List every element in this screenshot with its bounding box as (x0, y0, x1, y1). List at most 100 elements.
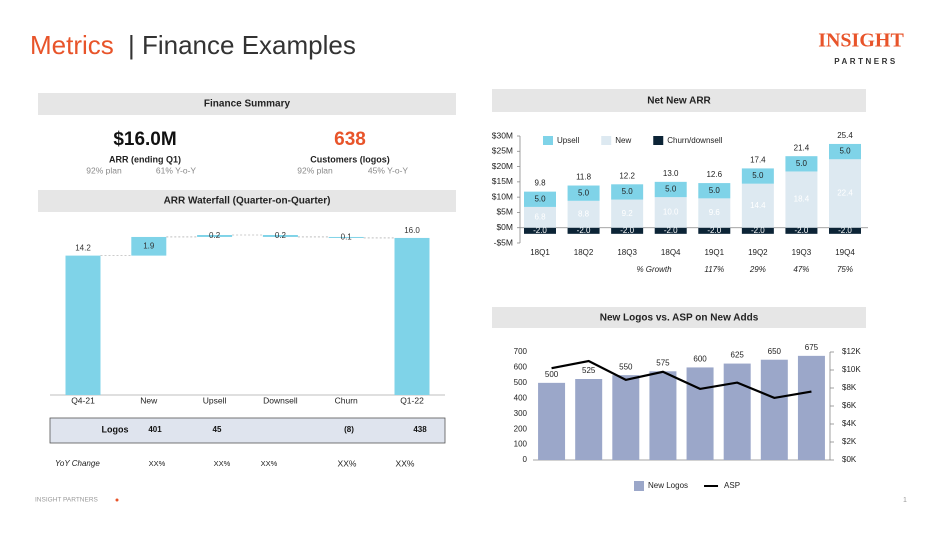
y-tick-label: $5M (496, 207, 513, 217)
panel-header (38, 93, 456, 115)
bar-segment (611, 184, 644, 200)
bar-segment (741, 183, 774, 228)
y-tick-label: $0M (496, 222, 513, 232)
bar (131, 236, 167, 256)
growth-label: 29% (749, 265, 766, 274)
bar-segment (611, 227, 644, 234)
bar-segment (829, 143, 861, 160)
bar-segment (567, 200, 600, 228)
bar-segment (698, 198, 731, 228)
bar-segment (524, 206, 556, 228)
bar (262, 235, 298, 237)
legend-swatch (543, 136, 553, 145)
data-label: 0.2 (209, 231, 221, 240)
y-tick-label: 700 (514, 347, 528, 356)
bar-segment (698, 183, 731, 199)
data-label: -2.0 (533, 226, 547, 235)
total-label: 12.6 (706, 170, 722, 179)
y2-tick-label: $0K (842, 455, 857, 464)
data-label: 22.4 (837, 189, 853, 198)
data-label: -2.0 (795, 226, 809, 235)
logos-cell: 438 (413, 425, 427, 434)
y-tick-label: $10M (492, 191, 513, 201)
bar (723, 363, 751, 460)
page-number: 1 (903, 497, 907, 504)
bar-segment (785, 227, 818, 234)
bar-segment (567, 185, 600, 201)
x-tick-label: 19Q1 (704, 248, 724, 257)
data-label: -2.0 (664, 226, 678, 235)
yoy-cell: XX% (396, 458, 415, 468)
data-label: 5.0 (665, 185, 677, 194)
total-label: 13.0 (663, 169, 679, 178)
kpi-label: ARR (ending Q1) (109, 154, 181, 164)
growth-label: 117% (704, 265, 724, 274)
legend-swatch (653, 136, 664, 145)
data-label: 500 (545, 370, 559, 379)
y-tick-label: 100 (514, 440, 528, 449)
legend-label: Upsell (557, 136, 579, 145)
subtitle: | Finance Examples (128, 30, 356, 60)
panel-title: New Logos vs. ASP on New Adds (600, 313, 759, 324)
data-label: 8.8 (578, 209, 590, 218)
bar-segment (698, 227, 731, 234)
logos-label: Logos (102, 424, 129, 434)
y2-tick-label: $12K (842, 347, 861, 356)
footer-brand: INSIGHT PARTNERS (35, 497, 99, 504)
data-label: 650 (768, 347, 782, 356)
kpi-plan: 92% plan (86, 165, 122, 175)
bar (394, 237, 430, 395)
data-label: 600 (693, 355, 707, 364)
y-tick-label: 600 (514, 363, 528, 372)
growth-label: 75% (837, 265, 853, 274)
bar-segment (829, 227, 861, 234)
data-label: -2.0 (751, 226, 765, 235)
legend-swatch (601, 136, 612, 145)
kpi-value: $16.0M (113, 129, 176, 150)
legend-label: New Logos (648, 481, 688, 490)
bar-segment (785, 171, 818, 228)
total-label: 11.8 (576, 173, 592, 182)
kpi-plan: 92% plan (297, 165, 333, 175)
logos-row (49, 417, 446, 444)
y2-tick-label: $8K (842, 383, 857, 392)
kpi-yoy: 45% Y-o-Y (368, 165, 408, 175)
x-tick-label: Downsell (263, 395, 298, 405)
data-label: 5.0 (752, 171, 764, 180)
logos-cell: (8) (344, 425, 354, 434)
logos-cell: 45 (213, 425, 222, 434)
panel-title: Finance Summary (204, 99, 291, 110)
data-label: -2.0 (620, 226, 634, 235)
legend-swatch (634, 481, 644, 491)
yoy-label: YoY Change (55, 459, 100, 468)
data-label: 5.0 (534, 194, 546, 203)
data-label: 5.0 (622, 187, 634, 196)
y2-tick-label: $2K (842, 437, 857, 446)
total-label: 9.8 (534, 179, 546, 188)
data-label: 550 (619, 362, 633, 371)
y2-tick-label: $6K (842, 401, 857, 410)
bar (686, 367, 714, 460)
bar-segment (741, 168, 774, 184)
panel-title: ARR Waterfall (Quarter-on-Quarter) (164, 196, 331, 207)
panel-title: Net New ARR (647, 96, 711, 107)
legend-label: New (615, 136, 631, 145)
data-label: 5.0 (709, 186, 721, 195)
data-label: 1.9 (143, 241, 155, 250)
bar (797, 355, 825, 460)
y-tick-label: 200 (514, 424, 528, 433)
y-tick-label: $20M (492, 161, 513, 171)
bar-segment (611, 199, 644, 228)
bar (575, 379, 603, 460)
x-tick-label: 18Q4 (661, 248, 681, 257)
y-tick-label: $25M (492, 146, 513, 156)
legend-label: Churn/downsell (667, 136, 722, 145)
data-label: 14.2 (75, 244, 91, 253)
x-tick-label: 18Q3 (617, 248, 637, 257)
growth-title: % Growth (636, 265, 672, 274)
bar-segment (654, 181, 687, 198)
x-tick-label: Upsell (203, 395, 227, 405)
y-tick-label: 300 (514, 409, 528, 418)
x-tick-label: 18Q1 (530, 248, 550, 257)
data-label: 14.4 (750, 201, 766, 210)
